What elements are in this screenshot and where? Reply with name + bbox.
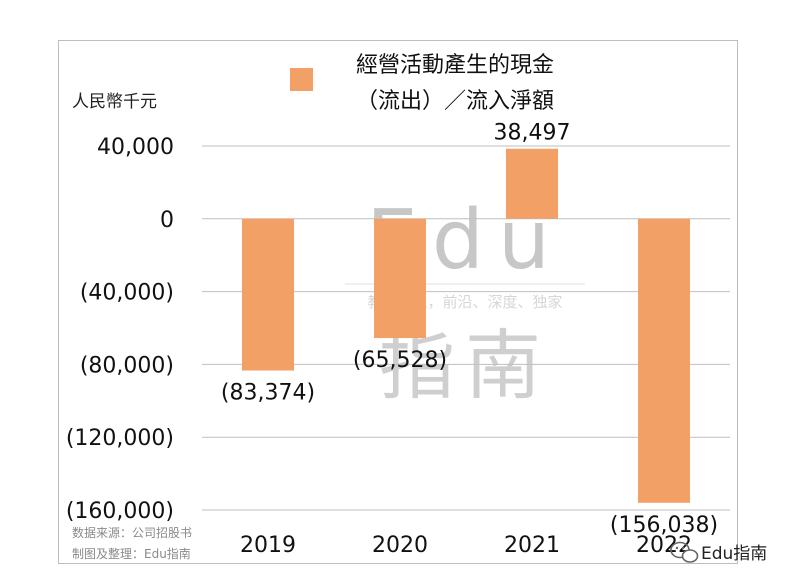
- bar-2021: [506, 148, 558, 219]
- y-tick-label: (80,000): [80, 353, 174, 378]
- x-tick-label: 2019: [240, 533, 296, 558]
- value-label-2022: (156,038): [610, 513, 718, 538]
- legend-title-line2: （流出）／流入淨額: [356, 89, 554, 114]
- credit-note: 制图及整理：Edu指南: [72, 546, 191, 561]
- legend-title-line1: 經營活動產生的現金: [356, 53, 554, 78]
- source-note: 数据来源：公司招股书: [72, 525, 192, 540]
- chart-frame: [58, 40, 738, 564]
- y-axis-label: 人民幣千元: [72, 92, 157, 112]
- y-tick-label: (120,000): [66, 426, 174, 451]
- bar-2019: [242, 218, 294, 371]
- x-tick-label: 2021: [504, 533, 560, 558]
- value-label-2020: (65,528): [353, 348, 447, 373]
- value-label-2021: 38,497: [494, 121, 571, 146]
- y-tick-label: 40,000: [97, 135, 174, 160]
- bar-2020: [374, 218, 426, 339]
- wechat-icon: [670, 541, 699, 563]
- y-tick-label: (40,000): [80, 281, 174, 306]
- legend-swatch: [290, 68, 313, 91]
- wechat-badge: Edu指南: [670, 541, 767, 564]
- legend: 經營活動產生的現金 （流出）／流入淨額: [290, 53, 554, 114]
- y-tick-label: 0: [160, 208, 174, 233]
- wechat-badge-label: Edu指南: [701, 544, 767, 564]
- value-labels: (83,374) (65,528) 38,497 (156,038): [221, 121, 718, 538]
- bars: [242, 148, 690, 503]
- y-tick-label: (160,000): [66, 499, 174, 524]
- x-tick-label: 2020: [372, 533, 428, 558]
- bar-2022: [638, 218, 690, 503]
- y-tick-labels: 40,000 0 (40,000) (80,000) (120,000) (160,000…: [66, 135, 174, 524]
- value-label-2019: (83,374): [221, 381, 315, 406]
- x-tick-labels: 2019 2020 2021 2022: [240, 533, 692, 558]
